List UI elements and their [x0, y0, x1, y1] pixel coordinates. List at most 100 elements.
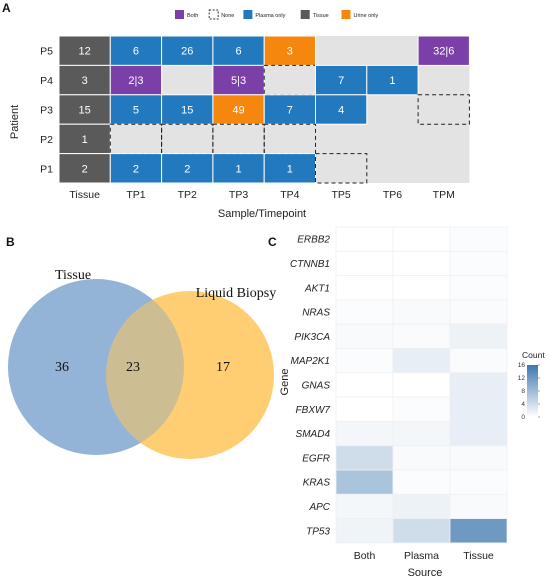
cell-P2-Tissue-value: 1	[82, 134, 88, 146]
heat-cell-PIK3CA-Tissue	[449, 323, 508, 349]
heat-cell-TP53-Tissue	[449, 518, 508, 544]
x-tick-Tissue: Tissue	[69, 189, 100, 201]
panel-a-legend: Both None Plasma only Tissue Urine only	[175, 9, 379, 20]
panel-c-colorbar: Count 0 4 8 12 16	[518, 350, 546, 421]
heat-cell-AKT1-Both	[335, 275, 394, 301]
cell-P5-TP1	[109, 35, 163, 66]
heat-cell-MAP2K1-Plasma	[392, 348, 451, 374]
cell-P3-TP3-value: 49	[232, 105, 244, 117]
cell-P1-Tissue	[58, 153, 111, 184]
gene-tick-EGFR: EGFR	[302, 453, 330, 464]
source-tick-Both: Both	[354, 550, 376, 562]
cell-P3-TP1	[109, 94, 163, 125]
venn-count-intersection: 23	[126, 360, 140, 375]
legend-swatch-tissue	[300, 10, 310, 19]
cell-P1-TP3-value: 1	[235, 163, 241, 175]
x-tick-TP3: TP3	[229, 189, 248, 201]
gene-tick-GNAS: GNAS	[302, 380, 331, 391]
x-tick-TP2: TP2	[178, 189, 197, 201]
gene-tick-CTNNB1: CTNNB1	[290, 259, 330, 270]
cell-P1-TP1-value: 2	[133, 163, 139, 175]
colorbar-gradient	[527, 365, 538, 417]
cell-P5-TP4	[263, 35, 317, 66]
cell-P4-Tissue-value: 3	[82, 75, 88, 87]
panel-b: B Tissue Liquid Biopsy 36 23 17	[6, 235, 276, 459]
colorbar-tick-4: 4	[521, 401, 525, 408]
y-tick-P3: P3	[40, 105, 53, 117]
legend-label-none: None	[221, 13, 234, 19]
venn-intersection-tint	[8, 279, 184, 455]
venn-label-liquid: Liquid Biopsy	[196, 286, 277, 301]
legend-label-urine: Urine only	[354, 13, 379, 19]
heat-cell-AKT1-Tissue	[449, 275, 508, 301]
cell-P3-Tissue	[58, 94, 111, 125]
panel-b-label: B	[6, 235, 15, 249]
heat-cell-GNAS-Tissue	[449, 372, 508, 398]
heat-cell-MAP2K1-Both	[335, 348, 394, 374]
colorbar-title: Count	[522, 350, 545, 360]
colorbar-tick-16: 16	[518, 362, 526, 369]
cell-P4-TP1-value: 2|3	[128, 75, 143, 87]
gene-tick-NRAS: NRAS	[302, 308, 330, 319]
heat-cell-ERBB2-Tissue	[449, 226, 508, 252]
cell-P5-TP3-value: 6	[235, 46, 241, 58]
cell-P5-TPM-value: 32|6	[433, 46, 454, 58]
panel-a-label: A	[2, 1, 11, 15]
heat-cell-FBXW7-Both	[335, 396, 394, 422]
venn-label-tissue: Tissue	[55, 268, 91, 283]
heat-cell-SMAD4-Both	[335, 420, 394, 447]
colorbar-tick-12: 12	[518, 375, 526, 382]
panel-c-ticks: ERBB2 CTNNB1 AKT1 NRAS PIK3CA MAP2K1 GNAS FBXW7…	[290, 235, 494, 562]
heat-cell-CTNNB1-Plasma	[392, 250, 451, 277]
cell-P1-TP2-value: 2	[184, 163, 190, 175]
y-tick-P1: P1	[40, 163, 53, 175]
heat-cell-KRAS-Both	[335, 469, 394, 495]
legend-swatch-none	[208, 9, 219, 20]
x-tick-TP6: TP6	[383, 189, 402, 201]
heat-cell-TP53-Plasma	[392, 518, 451, 544]
heat-cell-APC-Tissue	[449, 493, 508, 519]
panel-c-label: C	[268, 235, 277, 249]
heat-cell-AKT1-Plasma	[392, 275, 451, 301]
heat-cell-PIK3CA-Plasma	[392, 323, 451, 349]
y-tick-P5: P5	[40, 46, 53, 58]
cell-P3-TP2-value: 15	[181, 105, 193, 117]
legend-swatch-urine	[341, 10, 351, 19]
cell-P3-TP4-value: 7	[287, 105, 293, 117]
cell-P1-TP4-value: 1	[287, 163, 293, 175]
panel-c: C ERBB2 CTNNB1 AKT1 NRAS PIK3CA MAP2K1 GNAS FBX…	[268, 226, 546, 579]
heat-cell-NRAS-Plasma	[392, 299, 451, 325]
heat-cell-ERBB2-Both	[335, 226, 394, 252]
cell-P4-TP1	[109, 64, 163, 96]
legend-label-plasma: Plasma only	[255, 13, 285, 19]
y-tick-P2: P2	[40, 134, 53, 146]
legend-swatch-both	[175, 10, 184, 19]
venn-count-tissue-only: 36	[55, 360, 69, 375]
panel-c-xlabel: Source	[408, 567, 443, 579]
cell-P1-TP2	[161, 153, 214, 184]
gene-tick-ERBB2: ERBB2	[297, 235, 330, 246]
gene-tick-SMAD4: SMAD4	[296, 429, 331, 440]
cell-P5-TP2-value: 26	[181, 46, 193, 58]
panel-a-ylabel: Patient	[9, 105, 21, 139]
heat-cell-NRAS-Tissue	[449, 299, 508, 325]
venn-circle-liquid	[106, 291, 274, 459]
gene-tick-KRAS: KRAS	[303, 478, 331, 489]
heat-cell-ERBB2-Plasma	[392, 226, 451, 252]
panel-a-grid: 12 6 26 6 3 32|63 2|3 5|3 7 115 5 15 49 7 412 2 2 1 1	[58, 35, 470, 184]
cell-P4-TP6	[366, 64, 419, 96]
heat-cell-TP53-Both	[335, 518, 394, 544]
heat-cell-CTNNB1-Tissue	[449, 250, 508, 277]
panel-c-ylabel: Gene	[279, 369, 291, 396]
legend-swatch-plasma	[243, 10, 253, 19]
cell-P5-Tissue-value: 12	[79, 46, 91, 58]
cell-P3-TP5-value: 4	[338, 105, 344, 117]
cell-P5-Tissue	[58, 35, 111, 66]
legend-label-tissue: Tissue	[313, 13, 329, 19]
cell-P1-TP4	[263, 153, 317, 184]
cell-P4-TP3	[212, 64, 265, 96]
cell-P3-TP3	[212, 94, 265, 125]
cell-P1-TP5-none	[315, 153, 368, 184]
venn-count-liquid-only: 17	[216, 360, 230, 375]
